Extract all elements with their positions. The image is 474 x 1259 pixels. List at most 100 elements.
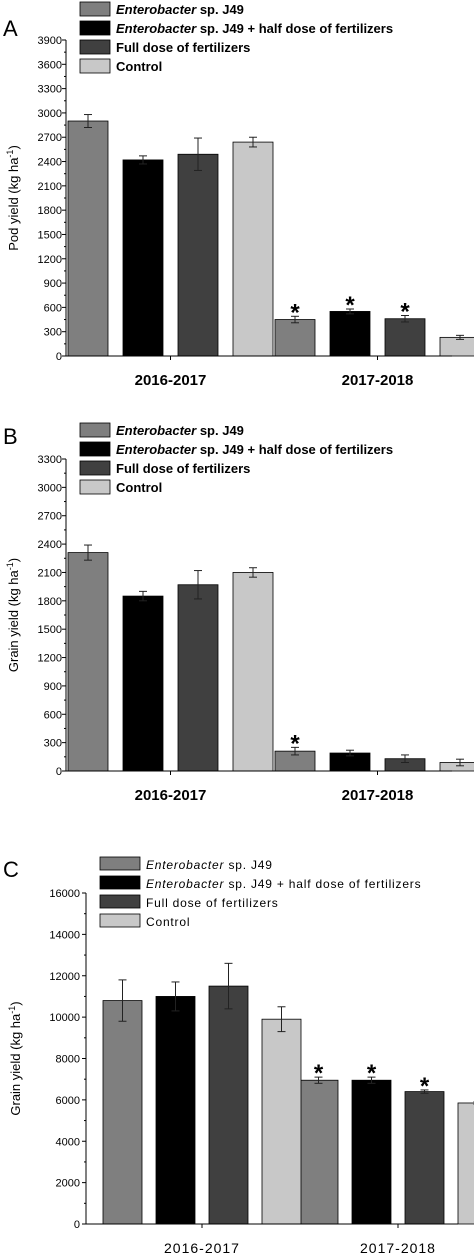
legend-label: Full dose of fertilizers xyxy=(146,896,279,910)
legend-label: Enterobacter sp. J49 + half dose of fert… xyxy=(146,877,421,891)
legend-label-text: Full dose of fertilizers xyxy=(116,461,250,476)
legend-label: Control xyxy=(116,480,162,495)
chart-panel-c: C * * * 0 2000 4000 6000 8000 10000 12000 14000 1600… xyxy=(3,856,474,1256)
legend-swatch xyxy=(99,875,141,890)
bar xyxy=(384,318,426,357)
significance-mark: * xyxy=(367,1060,377,1087)
y-tick-label: 10000 xyxy=(49,1012,80,1024)
bar xyxy=(155,996,196,1225)
legend-swatch xyxy=(79,422,111,438)
legend-label: Enterobacter sp. J49 xyxy=(116,423,244,438)
legend-swatch xyxy=(79,460,111,476)
y-tick-label: 1200 xyxy=(38,653,62,665)
significance-mark: * xyxy=(290,299,300,326)
legend-label-italic: Enterobacter xyxy=(116,423,197,438)
bar xyxy=(351,1079,392,1225)
bar xyxy=(298,1079,339,1225)
y-tick-label: 900 xyxy=(44,278,62,290)
y-tick-label: 3000 xyxy=(38,482,62,494)
legend-label-text: sp. J49 + half dose of fertilizers xyxy=(224,877,421,891)
bar xyxy=(122,595,164,772)
legend-label-text: sp. J49 xyxy=(196,2,244,17)
y-axis-label-superscript: -1 xyxy=(5,150,15,158)
chart-panel-a: A * * * 0 300 600 900 1200 1500 1800 2100 2400 2700 30… xyxy=(3,1,474,389)
legend-label-text: Control xyxy=(116,59,162,74)
panel-letter: C xyxy=(3,857,19,882)
bar xyxy=(439,336,474,357)
panel-letter: A xyxy=(3,16,18,41)
y-tick-label: 3300 xyxy=(38,454,62,466)
bar xyxy=(177,584,219,772)
legend-swatch xyxy=(99,856,141,871)
y-axis-label-text: Grain yield (kg ha xyxy=(8,1013,23,1116)
y-tick-label: 2400 xyxy=(38,157,62,169)
y-tick-label: 16000 xyxy=(49,888,80,900)
y-tick-label: 900 xyxy=(44,681,62,693)
bar xyxy=(439,762,474,772)
significance-mark: * xyxy=(420,1073,430,1100)
legend-label-italic: Enterobacter xyxy=(146,858,225,872)
y-tick-label: 3600 xyxy=(38,59,62,71)
x-tick-label: 2017-2018 xyxy=(342,787,414,804)
legend-label-text: Full dose of fertilizers xyxy=(116,40,250,55)
bar xyxy=(404,1091,445,1225)
y-tick-label: 300 xyxy=(44,738,62,750)
significance-mark: * xyxy=(400,298,410,325)
y-tick-label: 12000 xyxy=(49,971,80,983)
y-axis-label: Grain yield (kg ha-1) xyxy=(7,1001,23,1115)
bar xyxy=(457,1102,474,1225)
y-tick-label: 1500 xyxy=(38,229,62,241)
legend-label-italic: Enterobacter xyxy=(116,21,197,36)
legend-label: Enterobacter sp. J49 + half dose of fert… xyxy=(116,442,393,457)
y-tick-label: 2100 xyxy=(38,181,62,193)
y-axis-label: Pod yield (kg ha-1) xyxy=(5,145,21,251)
bar xyxy=(261,1018,302,1225)
legend-label: Control xyxy=(146,915,190,929)
y-tick-label: 600 xyxy=(44,709,62,721)
panel-letter: B xyxy=(3,424,18,449)
bar xyxy=(102,1000,143,1225)
y-tick-label: 1200 xyxy=(38,254,62,266)
legend-swatch xyxy=(79,441,111,457)
legend-label-text: sp. J49 xyxy=(196,423,244,438)
x-tick-label: 2017-2018 xyxy=(342,372,414,389)
legend-label-italic: Enterobacter xyxy=(116,2,197,17)
significance-mark: * xyxy=(290,730,300,757)
legend-swatch xyxy=(79,58,111,74)
y-axis-label-superscript: -1 xyxy=(5,562,15,570)
legend-label-text: sp. J49 xyxy=(224,858,272,872)
legend-swatch xyxy=(99,913,141,928)
y-axis-label-text: Pod yield (kg ha xyxy=(6,157,21,251)
bar xyxy=(274,319,316,357)
legend-label: Full dose of fertilizers xyxy=(116,461,250,476)
y-tick-label: 600 xyxy=(44,302,62,314)
legend-label-text: Control xyxy=(146,915,190,929)
legend-label-text: Full dose of fertilizers xyxy=(146,896,279,910)
y-tick-label: 2700 xyxy=(38,132,62,144)
y-tick-label: 2100 xyxy=(38,567,62,579)
y-tick-label: 3900 xyxy=(38,35,62,47)
y-axis-label-end: ) xyxy=(8,1001,23,1005)
legend-label-text: Control xyxy=(116,480,162,495)
significance-mark: * xyxy=(345,292,355,319)
y-tick-label: 2400 xyxy=(38,539,62,551)
legend-label: Control xyxy=(116,59,162,74)
y-axis-label-end: ) xyxy=(6,558,21,562)
bar xyxy=(232,141,274,357)
y-tick-label: 1800 xyxy=(38,596,62,608)
x-tick-label: 2016-2017 xyxy=(164,1240,240,1256)
bar xyxy=(67,120,109,357)
y-axis-label-superscript: -1 xyxy=(7,1006,17,1014)
x-tick-label: 2016-2017 xyxy=(135,372,207,389)
x-tick-label: 2017-2018 xyxy=(360,1240,436,1256)
legend-swatch xyxy=(79,20,111,36)
y-axis-label: Grain yield (kg ha-1) xyxy=(5,558,21,672)
y-tick-label: 2700 xyxy=(38,511,62,523)
bar xyxy=(232,572,274,772)
y-tick-label: 3000 xyxy=(38,108,62,120)
chart-panel-b: B * 0 300 600 900 1200 1500 1800 2100 2400 2700 3000… xyxy=(3,422,474,804)
legend-label: Full dose of fertilizers xyxy=(116,40,250,55)
y-axis-label-end: ) xyxy=(6,145,21,149)
y-tick-label: 3300 xyxy=(38,84,62,96)
legend-swatch xyxy=(99,894,141,909)
